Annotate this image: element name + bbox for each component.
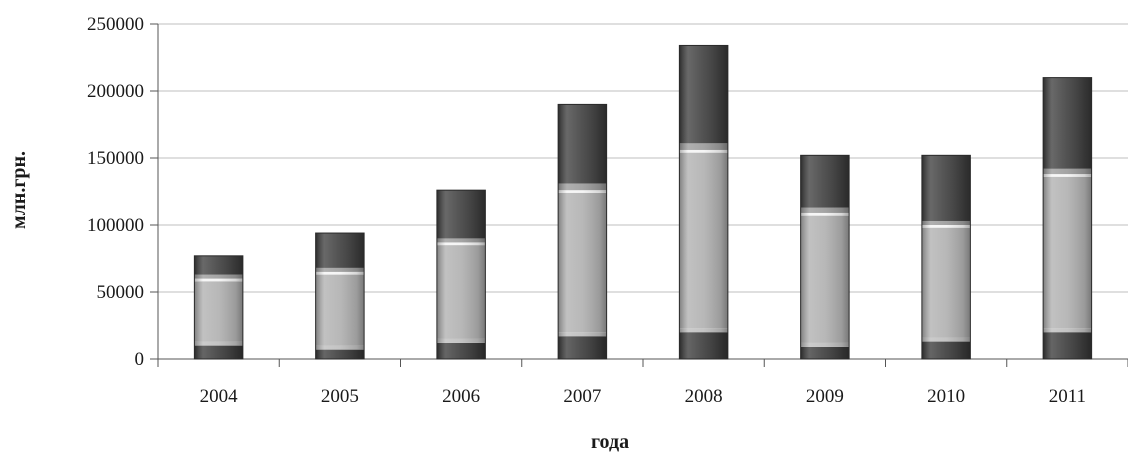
axes [150,23,1128,367]
x-tick-label: 2006 [442,386,480,407]
bar-segment-shading [1043,176,1092,329]
x-tick-label: 2008 [685,386,723,407]
y-tick-label: 0 [135,349,145,370]
bar-segment-shading [679,149,728,153]
bar-segment-shading [558,332,607,337]
bar-segment-shading [315,345,365,350]
bar-segment-shading [558,190,607,193]
bar-segment-shading [921,220,971,225]
bar-outline [1042,77,1093,360]
bar-segment-shading [679,328,728,333]
bar-segment-shading [1043,168,1092,175]
bar-segment-shading [315,233,365,268]
bar-outline [557,103,608,360]
bar-segment-shading [194,274,243,279]
x-tick-label: 2005 [321,386,359,407]
bar-segment-shading [436,242,486,246]
bar-segment-shading [558,183,607,191]
bar-segment-shading [1043,328,1092,333]
y-tick-label: 250000 [87,14,144,35]
bar-outline [921,154,971,360]
bar-outline [315,232,365,360]
bar-segment-shading [921,337,971,342]
bar-segment-shading [800,207,850,213]
bar-outline [193,255,244,360]
bar-segment-shading [800,342,850,347]
x-tick-label: 2010 [927,386,965,407]
y-tick-label: 100000 [87,215,144,236]
x-tick-label: 2007 [563,386,601,407]
bar-outline [436,189,486,360]
bar-segment-shading [1043,332,1092,359]
bar-segment-shading [800,215,850,343]
bar-segment-shading [436,238,486,243]
bar-outline [800,154,850,360]
tick-labels: 0 50000 100000 150000 200000 250000 2004 2005 20… [87,14,1086,407]
bar-segment-shading [315,349,365,359]
y-tick-label: 150000 [87,148,144,169]
bar-segment-shading [436,342,486,359]
bar-segment-shading [921,225,971,228]
bar-segment-shading [1043,174,1092,177]
bars [193,44,1093,360]
y-axis-title: млн.грн. [8,151,30,229]
bar-segment-shading [679,45,728,144]
bar-segment-shading [194,341,243,346]
y-tick-label: 50000 [97,282,145,303]
bar-segment-shading [436,245,486,339]
bar-segment-shading [558,192,607,333]
bar-segment-shading [800,155,850,208]
bar-segment-shading [1043,77,1092,169]
y-tick-label: 200000 [87,81,144,102]
gridlines [158,23,1128,293]
bar-segment-shading [315,274,365,346]
bar-segment-shading [558,104,607,184]
bar-segment-shading [679,143,728,150]
bar-segment-shading [194,278,243,282]
x-axis-title: года [591,431,629,452]
bar-segment-shading [558,336,607,359]
bar-segment-shading [800,212,850,216]
x-tick-label: 2011 [1049,386,1086,407]
bar-segment-shading [315,271,365,275]
bar-segment-shading [315,267,365,272]
x-tick-label: 2004 [200,386,239,407]
bar-segment-shading [194,255,243,275]
bar-segment-shading [921,341,971,359]
bar-segment-shading [194,281,243,342]
bar-segment-shading [679,332,728,359]
bar-segment-shading [921,227,971,338]
bar-segment-shading [194,345,243,359]
bar-outline [678,44,729,360]
bar-segment-shading [921,155,971,221]
bar-segment-shading [436,190,486,239]
bar-segment-shading [800,346,850,359]
bar-segment-shading [679,152,728,329]
x-tick-label: 2009 [806,386,844,407]
bar-segment-shading [436,338,486,343]
